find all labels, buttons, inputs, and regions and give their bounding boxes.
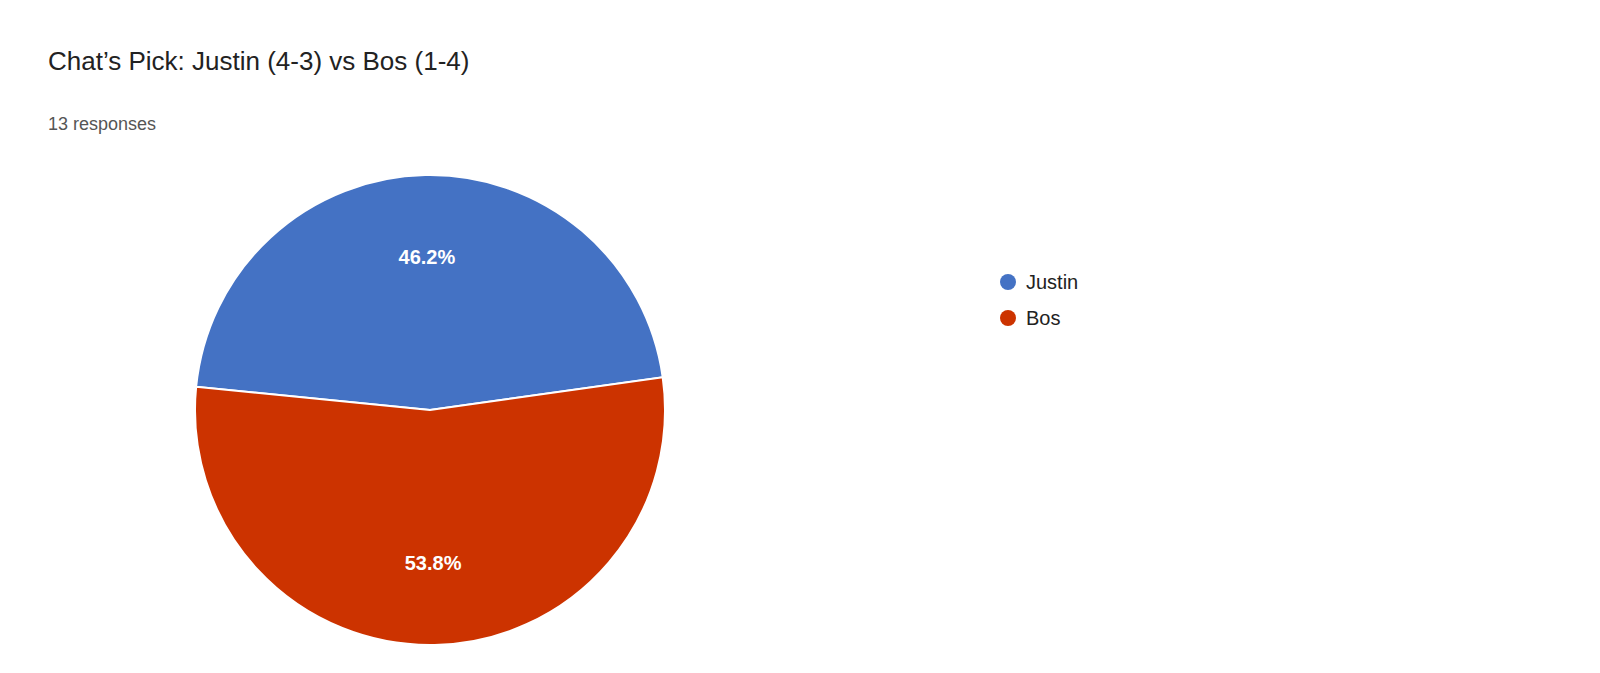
title: Chat’s Pick: Justin (4-3) vs Bos (1-4): [48, 46, 469, 76]
legend-label: Justin: [1026, 271, 1078, 293]
pie-slice: [195, 377, 665, 645]
legend-swatch: [1000, 310, 1016, 326]
data-label: 53.8%: [405, 552, 462, 574]
pie-labels: 46.2% 53.8%: [399, 246, 462, 573]
background: [0, 0, 1600, 673]
data-label: 46.2%: [399, 246, 456, 268]
chart-svg: Chat’s Pick: Justin (4-3) vs Bos (1-4) 13…: [0, 0, 1600, 673]
subtitle: 13 responses: [48, 114, 156, 134]
legend-label: Bos: [1026, 307, 1060, 329]
chart-container: Chat’s Pick: Justin (4-3) vs Bos (1-4) 13…: [0, 0, 1600, 673]
legend: Justin Bos: [1000, 271, 1078, 329]
pie-slices: [195, 175, 665, 645]
legend-swatch: [1000, 274, 1016, 290]
pie-slice: [196, 175, 663, 410]
